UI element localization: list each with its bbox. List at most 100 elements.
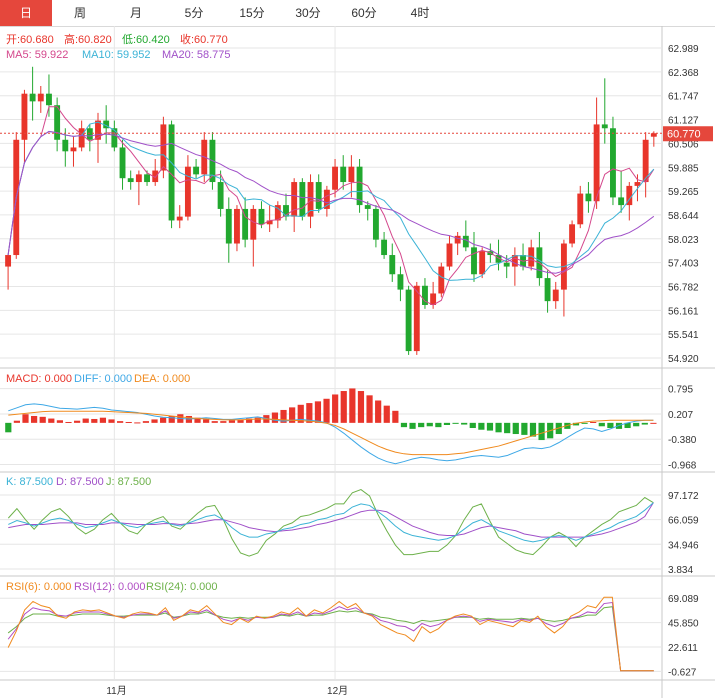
candle-body bbox=[381, 239, 388, 256]
macd-bar bbox=[538, 422, 545, 441]
candle-body bbox=[176, 216, 183, 221]
y-tick-label: 0.795 bbox=[668, 385, 693, 396]
candle-body bbox=[340, 166, 347, 183]
macd-bar bbox=[512, 422, 519, 435]
candle-body bbox=[364, 205, 371, 209]
macd-bar bbox=[590, 421, 597, 423]
candle-body bbox=[5, 255, 12, 267]
tab-15min[interactable]: 15分 bbox=[239, 6, 265, 20]
y-tick-label: 34.946 bbox=[668, 540, 699, 551]
y-tick-label: 54.920 bbox=[668, 354, 699, 365]
macd-bar bbox=[409, 422, 416, 429]
macd-bar bbox=[289, 407, 296, 423]
candle-body bbox=[70, 147, 77, 152]
candle-body bbox=[274, 205, 281, 221]
y-tick-label: 58.644 bbox=[668, 211, 699, 222]
macd-bar bbox=[237, 419, 244, 423]
ohlc-legend: 开:60.680 高:60.820 低:60.420 收:60.770 MA5:… bbox=[6, 32, 231, 61]
macd-bar bbox=[13, 420, 20, 423]
macd-bar bbox=[323, 398, 330, 423]
tab-30min[interactable]: 30分 bbox=[295, 6, 321, 20]
candle-body bbox=[585, 193, 592, 202]
y-tick-label: 62.989 bbox=[668, 44, 699, 55]
candle-body bbox=[119, 147, 126, 179]
candle-body bbox=[29, 93, 36, 102]
macd-bar bbox=[117, 421, 124, 423]
macd-bar bbox=[435, 422, 442, 428]
candle-body bbox=[479, 251, 486, 275]
d-line bbox=[8, 502, 654, 538]
candle-body bbox=[258, 208, 265, 225]
legend-ma5: MA5: 59.922 bbox=[6, 49, 68, 61]
candle-body bbox=[307, 182, 314, 217]
macd-bar bbox=[271, 412, 279, 423]
y-tick-label: 59.885 bbox=[668, 163, 699, 174]
candle-body bbox=[193, 166, 200, 175]
macd-bar bbox=[74, 420, 81, 423]
candle-body bbox=[413, 285, 420, 352]
candle-body bbox=[242, 208, 249, 240]
macd-bar bbox=[125, 421, 132, 423]
legend-rsi6: RSI(6): 0.000 bbox=[6, 581, 71, 593]
candle-body bbox=[54, 105, 61, 140]
tab-60min[interactable]: 60分 bbox=[351, 6, 377, 20]
macd-bar bbox=[48, 418, 55, 423]
y-tick-label: 60.506 bbox=[668, 139, 699, 150]
macd-bar bbox=[5, 422, 12, 433]
j-line bbox=[7, 489, 654, 557]
macd-bar bbox=[228, 420, 236, 423]
macd-bar bbox=[108, 419, 115, 423]
tab-week[interactable]: 周 bbox=[73, 6, 86, 20]
candle-body bbox=[577, 193, 584, 225]
macd-bar bbox=[39, 416, 46, 423]
candle-body bbox=[552, 289, 559, 302]
macd-bar bbox=[246, 418, 253, 423]
candle-body bbox=[160, 124, 167, 171]
macd-bar bbox=[160, 417, 167, 423]
candle-body bbox=[397, 274, 404, 290]
macd-bar bbox=[469, 422, 476, 429]
macd-bar bbox=[211, 421, 218, 423]
macd-bar bbox=[65, 421, 72, 423]
rsi6-line bbox=[7, 596, 654, 672]
tab-day[interactable]: 日 bbox=[0, 0, 52, 26]
tab-5min[interactable]: 5分 bbox=[184, 6, 204, 20]
macd-bar bbox=[400, 422, 408, 428]
candle-body bbox=[225, 208, 232, 244]
macd-bar bbox=[151, 419, 158, 423]
tab-month[interactable]: 月 bbox=[129, 6, 142, 20]
tab-4hour[interactable]: 4时 bbox=[410, 6, 430, 20]
legend-ma20: MA20: 58.775 bbox=[162, 49, 231, 61]
macd-bar bbox=[650, 422, 657, 424]
candle-body bbox=[135, 174, 142, 183]
candle-body bbox=[528, 247, 535, 267]
candle-body bbox=[62, 139, 69, 152]
macd-bar bbox=[280, 409, 287, 423]
macd-bar bbox=[581, 422, 588, 424]
y-tick-label: 97.172 bbox=[668, 491, 699, 502]
k-line bbox=[8, 502, 654, 543]
macd-bar bbox=[486, 422, 494, 431]
legend-diff: DIFF: 0.000 bbox=[74, 373, 132, 385]
y-tick-label: 59.265 bbox=[668, 187, 699, 198]
candle-body bbox=[389, 255, 396, 275]
candle-body bbox=[95, 120, 101, 140]
macd-bar bbox=[366, 395, 373, 423]
y-tick-label: 57.403 bbox=[668, 259, 699, 270]
macd-bar bbox=[461, 422, 468, 425]
candle-body bbox=[283, 205, 289, 217]
candle-body bbox=[569, 224, 576, 244]
macd-bar bbox=[598, 422, 605, 427]
macd-bar bbox=[194, 417, 201, 423]
candle-body bbox=[372, 208, 379, 240]
macd-bar bbox=[22, 414, 29, 423]
candle-body bbox=[446, 243, 453, 267]
rsi24-line bbox=[7, 606, 654, 672]
y-tick-label: 22.611 bbox=[668, 643, 698, 654]
y-tick-label: -0.627 bbox=[668, 667, 697, 678]
candle-body bbox=[438, 266, 445, 294]
macd-bar bbox=[332, 394, 339, 423]
candle-body bbox=[127, 178, 134, 183]
